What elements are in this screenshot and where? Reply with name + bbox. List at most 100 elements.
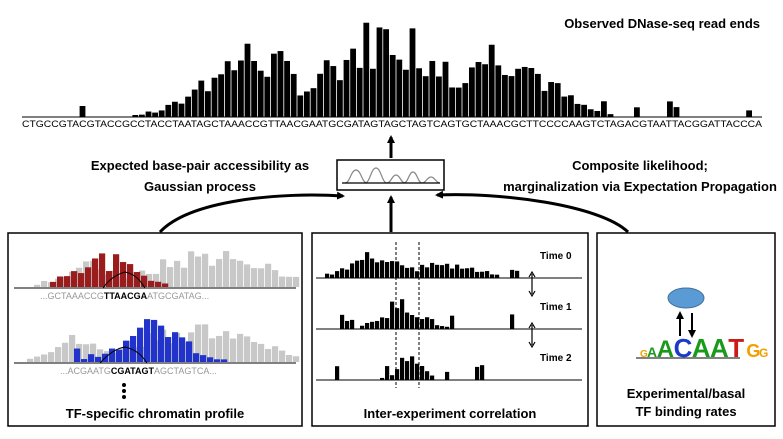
histogram-bar [360, 259, 365, 278]
histogram-bar [410, 315, 415, 329]
histogram-bar [345, 320, 350, 329]
seq-part: ATGCGATAG... [147, 291, 209, 301]
histogram-bar [202, 253, 209, 287]
panel [311, 232, 589, 427]
histogram-bar [83, 344, 90, 362]
histogram-bar [244, 336, 251, 362]
histogram-bar [158, 110, 165, 117]
histogram-bar [383, 29, 389, 118]
logo-letter: A [710, 333, 729, 363]
histogram-bar [436, 76, 442, 117]
right-label: marginalization via Expectation Propagat… [503, 179, 777, 194]
histogram-bar [465, 268, 470, 278]
histogram-bar [145, 111, 152, 117]
histogram-bar [205, 91, 211, 117]
histogram-bar [284, 60, 290, 117]
histogram-bar [251, 342, 258, 362]
histogram-bar [389, 54, 396, 117]
histogram-bar [230, 259, 237, 287]
sequence-logo: G A A C A A T GG [640, 333, 768, 363]
histogram-bar [209, 338, 216, 362]
histogram-bar [490, 274, 495, 278]
histogram-bar [69, 334, 76, 362]
left-label: Gaussian process [144, 179, 256, 194]
histogram-bar [251, 268, 258, 287]
histogram-bar [95, 356, 102, 362]
tf-ellipse [667, 287, 705, 309]
histogram-bar [179, 337, 186, 362]
histogram-bar [455, 87, 462, 117]
histogram-bar [475, 271, 480, 278]
histogram-bar [251, 60, 257, 117]
histogram-bar [238, 60, 244, 117]
histogram-bar [403, 69, 409, 117]
histogram-bar [186, 341, 193, 362]
motif: TTAACGA [104, 291, 148, 301]
motif-curve [99, 346, 148, 364]
histogram-bar [152, 112, 158, 117]
histogram-bar [78, 273, 85, 287]
histogram-bar [172, 101, 178, 117]
histogram-bar [62, 342, 69, 362]
histogram-bar [365, 252, 370, 278]
ellipsis-dots [122, 383, 126, 399]
histogram-bar [237, 260, 244, 287]
histogram-bar [440, 326, 445, 329]
histogram-bar [172, 332, 179, 362]
histogram-bar [207, 357, 214, 362]
histogram-bar [195, 256, 202, 287]
histogram-bar [495, 65, 502, 117]
histogram-bar [258, 268, 265, 287]
histogram-bar [337, 80, 343, 117]
logo-letter: A [692, 333, 711, 363]
histogram-bar [400, 299, 405, 329]
histogram-bar [420, 264, 425, 278]
histogram-bar [165, 104, 172, 117]
histogram-bar [158, 325, 165, 362]
histogram-bar [258, 343, 265, 362]
histogram-bar [435, 325, 440, 329]
gp-box [336, 159, 445, 191]
histogram-bar [673, 107, 680, 117]
histogram-bar [422, 76, 429, 117]
histogram-bar [409, 28, 416, 117]
histogram-bar [123, 340, 130, 362]
histogram-bar [224, 61, 231, 117]
motif-curve [102, 271, 146, 289]
histogram-bar [515, 270, 520, 278]
histogram-bar [442, 61, 449, 117]
histogram-bar [450, 268, 455, 278]
histogram-bar [34, 356, 41, 362]
histogram-bar [375, 320, 380, 329]
histogram-bar [174, 260, 181, 287]
histogram-bar [134, 272, 141, 287]
histogram-bar [57, 276, 64, 287]
histogram-bar [521, 66, 528, 117]
histogram-bar [462, 83, 469, 117]
histogram-bar [71, 271, 78, 287]
histogram-bar [470, 267, 475, 278]
histogram-bar [415, 271, 420, 278]
histogram-bar [90, 343, 97, 362]
histogram-bar [279, 276, 286, 287]
histogram-bar [429, 60, 436, 117]
histogram-bar [223, 251, 230, 287]
histogram-bar [435, 264, 440, 278]
histogram-bar [79, 106, 86, 117]
histogram-bar [395, 261, 400, 278]
logo-letter: G [746, 341, 760, 361]
histogram-bar [370, 321, 375, 329]
seq-part: AGCTAGTCA... [154, 366, 217, 376]
histogram-bar [350, 48, 356, 118]
histogram-bar [554, 83, 561, 117]
logo-letter: C [674, 333, 693, 363]
histogram-bar [475, 366, 480, 380]
histogram-bar [510, 269, 515, 278]
histogram-bar [99, 253, 106, 287]
histogram-bar [198, 80, 205, 117]
histogram-bar [541, 90, 548, 117]
histogram-bar [343, 59, 350, 117]
histogram-bar [139, 114, 145, 117]
histogram-bar [191, 89, 198, 117]
